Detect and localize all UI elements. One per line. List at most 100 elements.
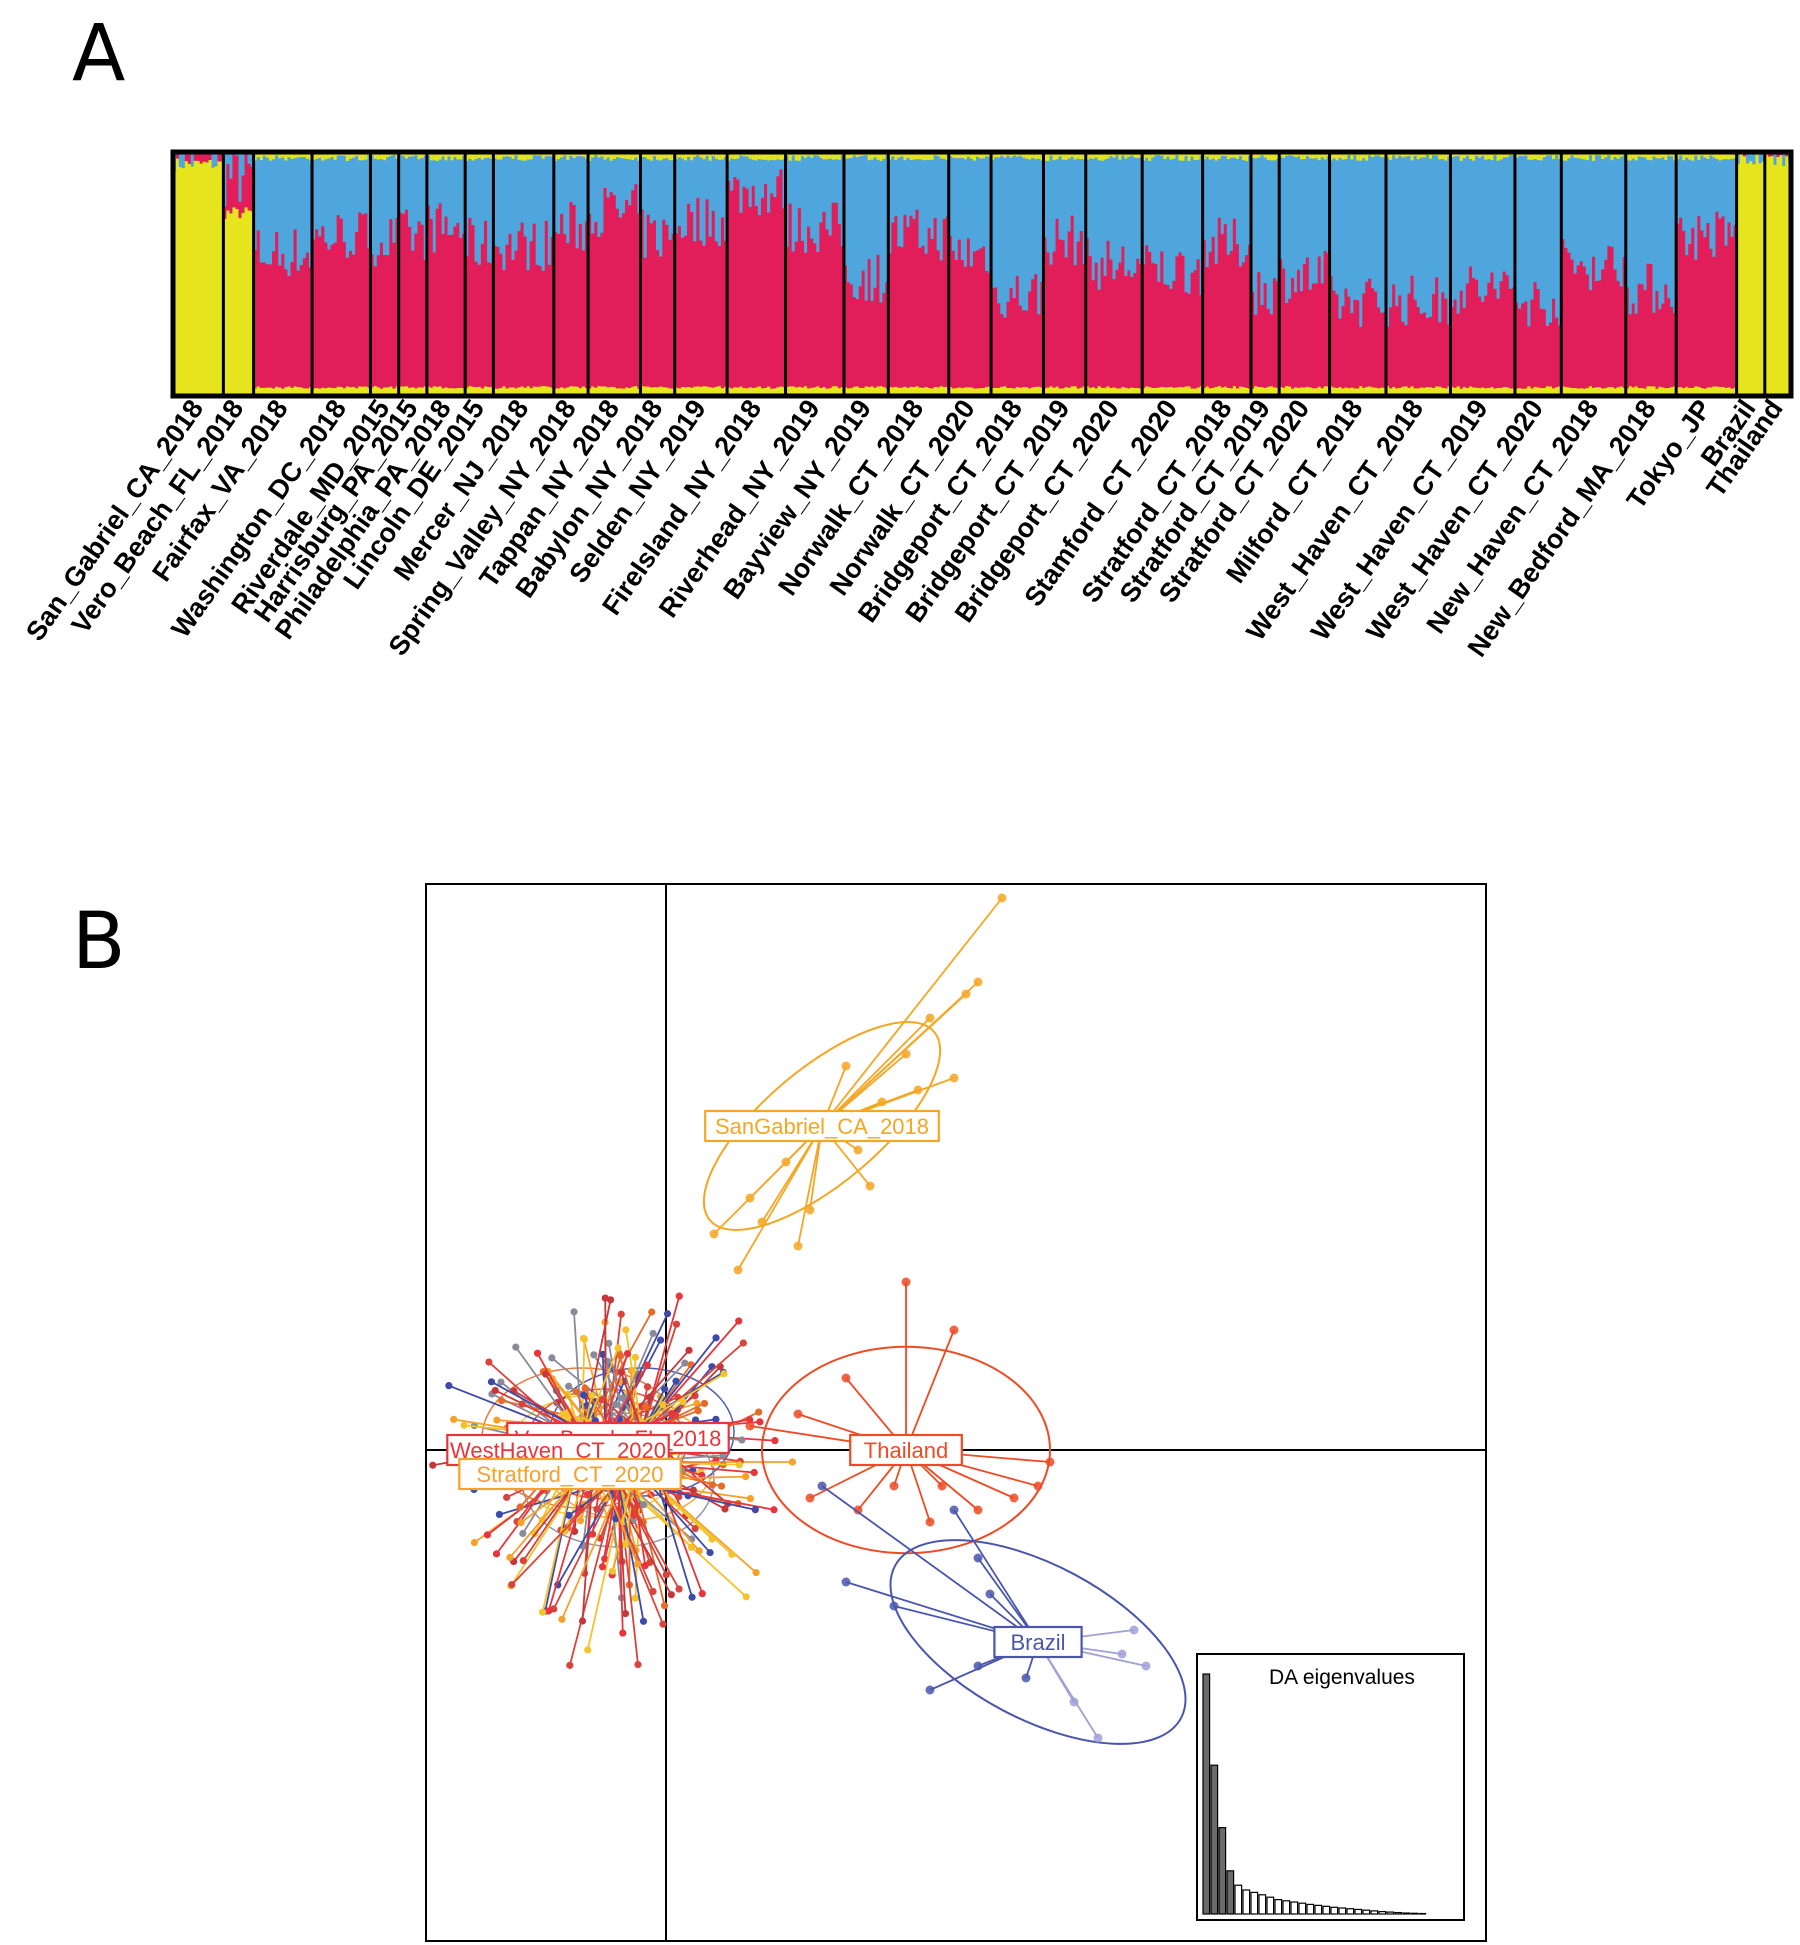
- us-sample-point: [672, 1377, 680, 1385]
- structure-sample-cluster1: [1229, 152, 1234, 158]
- structure-sample-cluster2: [355, 231, 359, 389]
- us-sample-point: [512, 1343, 520, 1351]
- structure-sample-cluster3: [837, 152, 842, 224]
- structure-sample-cluster1: [312, 388, 316, 396]
- structure-sample-cluster1: [1175, 387, 1180, 396]
- us-sample-point: [590, 1351, 598, 1359]
- structure-sample-cluster1: [1308, 152, 1313, 159]
- structure-sample-cluster3: [281, 152, 285, 254]
- structure-sample-cluster3: [1094, 152, 1099, 263]
- structure-sample-cluster3: [1112, 152, 1117, 280]
- structure-sample-cluster1: [1462, 386, 1467, 396]
- structure-population-7: [465, 152, 494, 396]
- structure-sample-cluster3: [1395, 152, 1399, 307]
- structure-sample-cluster1: [290, 152, 295, 159]
- group-point: [841, 1577, 851, 1587]
- structure-sample-cluster2: [520, 222, 525, 387]
- structure-sample-cluster3: [1514, 152, 1519, 303]
- structure-sample-cluster1: [441, 388, 446, 396]
- us-sample-point: [503, 1493, 511, 1501]
- structure-sample-cluster1: [1508, 388, 1513, 396]
- structure-sample-cluster3: [699, 152, 704, 241]
- structure-sample-cluster1: [779, 386, 784, 396]
- structure-population-30: [1625, 152, 1677, 396]
- structure-sample-cluster2: [1514, 302, 1519, 389]
- structure-sample-cluster2: [997, 303, 1001, 388]
- structure-sample-cluster1: [327, 387, 332, 396]
- structure-sample-cluster2: [1481, 301, 1485, 388]
- structure-sample-cluster1: [1257, 386, 1261, 396]
- structure-sample-cluster1: [474, 387, 479, 396]
- structure-sample-cluster2: [785, 246, 790, 387]
- structure-sample-cluster2: [1052, 251, 1057, 388]
- structure-sample-cluster3: [1524, 152, 1528, 302]
- structure-sample-cluster1: [1468, 152, 1473, 160]
- structure-sample-cluster1: [1724, 152, 1729, 160]
- structure-sample-cluster1: [556, 152, 561, 160]
- structure-sample-cluster3: [290, 152, 295, 263]
- structure-sample-cluster3: [1055, 152, 1060, 219]
- structure-sample-cluster3: [324, 152, 329, 243]
- structure-sample-cluster1: [456, 152, 460, 160]
- structure-population-2: [253, 152, 313, 396]
- structure-sample-cluster2: [1697, 216, 1701, 387]
- structure-sample-cluster1: [1413, 388, 1418, 396]
- structure-sample-cluster3: [578, 152, 583, 225]
- eigenvalues-title: DA eigenvalues: [1269, 1666, 1415, 1689]
- structure-sample-cluster2: [625, 199, 629, 388]
- structure-sample-cluster3: [733, 152, 737, 178]
- structure-population-9: [553, 152, 589, 396]
- us-sample-point: [641, 1562, 649, 1570]
- structure-sample-cluster2: [867, 259, 872, 387]
- structure-sample-cluster1: [1715, 386, 1720, 396]
- structure-sample-cluster1: [1028, 388, 1032, 396]
- structure-sample-cluster2: [1257, 272, 1261, 387]
- structure-sample-cluster2: [1401, 321, 1406, 387]
- structure-sample-cluster1: [1055, 386, 1060, 396]
- structure-sample-cluster2: [1655, 290, 1659, 389]
- structure-sample-cluster1: [714, 152, 719, 159]
- structure-population-1: [223, 152, 255, 396]
- structure-sample-cluster3: [1694, 152, 1698, 260]
- structure-sample-cluster3: [575, 152, 580, 249]
- structure-sample-cluster3: [606, 152, 611, 198]
- structure-sample-cluster1: [435, 386, 440, 396]
- structure-sample-cluster2: [1021, 310, 1026, 388]
- structure-sample-cluster1: [450, 152, 454, 161]
- structure-sample-cluster3: [1604, 152, 1608, 260]
- structure-sample-cluster1: [471, 152, 476, 161]
- structure-sample-cluster2: [1643, 290, 1648, 389]
- structure-sample-cluster1: [244, 207, 249, 396]
- structure-sample-cluster3: [1118, 152, 1123, 263]
- structure-sample-cluster1: [591, 152, 595, 158]
- structure-sample-cluster1: [1061, 152, 1066, 160]
- structure-sample-cluster2: [1691, 227, 1695, 388]
- structure-sample-cluster2: [1368, 278, 1372, 387]
- structure-sample-cluster3: [429, 152, 434, 219]
- us-sample-point: [497, 1397, 506, 1405]
- structure-sample-cluster2: [1441, 292, 1445, 388]
- structure-sample-cluster1: [1365, 152, 1369, 161]
- structure-sample-cluster2: [1392, 284, 1396, 387]
- group-point: [985, 1589, 995, 1599]
- structure-sample-cluster1: [745, 388, 750, 396]
- us-sample-point: [742, 1593, 750, 1601]
- structure-sample-cluster3: [1244, 152, 1249, 256]
- structure-sample-cluster1: [773, 152, 777, 161]
- structure-sample-cluster1: [1061, 388, 1066, 396]
- structure-sample-cluster1: [1338, 152, 1343, 158]
- structure-sample-cluster2: [1508, 288, 1513, 389]
- structure-sample-cluster2: [1043, 237, 1048, 389]
- structure-sample-cluster3: [302, 152, 307, 259]
- structure-sample-cluster3: [912, 152, 917, 219]
- structure-sample-cluster2: [468, 217, 473, 387]
- structure-sample-cluster2: [244, 152, 249, 208]
- structure-sample-cluster2: [1724, 245, 1729, 388]
- structure-sample-cluster1: [1697, 152, 1701, 161]
- structure-sample-cluster3: [1344, 152, 1348, 289]
- structure-sample-cluster1: [668, 388, 673, 396]
- structure-sample-cluster3: [930, 152, 935, 239]
- structure-sample-cluster2: [315, 229, 319, 388]
- structure-sample-cluster2: [1688, 244, 1692, 388]
- structure-sample-cluster1: [603, 152, 608, 160]
